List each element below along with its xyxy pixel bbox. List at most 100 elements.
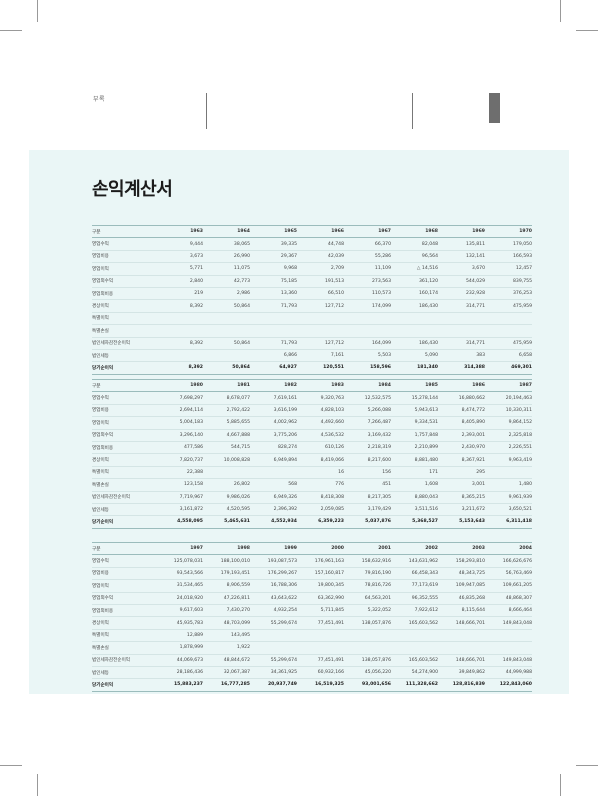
- table-cell: 5,943,613: [391, 404, 438, 418]
- column-header-year: 2003: [438, 541, 485, 556]
- table-cell: 55,299,674: [250, 616, 297, 630]
- table-cell: 55,299,674: [250, 654, 297, 667]
- table-cell: 4,520,595: [203, 503, 250, 517]
- table-cell: 48,844,672: [203, 654, 250, 667]
- table-cell: 2,840: [156, 275, 203, 288]
- table-cell: 8,906,559: [203, 579, 250, 593]
- row-label: 영업외비용: [92, 441, 156, 455]
- table-cell: 1,608: [391, 478, 438, 492]
- table-cell: 45,935,783: [156, 616, 203, 630]
- table-cell: 3,296,140: [156, 429, 203, 442]
- table-cell: 6,359,223: [297, 515, 344, 529]
- table-row: 영업비용 3,673 26,990 29,367 42,039 55,286 96,564 1…: [92, 250, 532, 264]
- table-cell: 188,100,010: [203, 554, 250, 568]
- table-cell: 295: [438, 466, 485, 480]
- table-header-row: 구분 1997 1998 1999 2000 2001 2002 2003 2004: [92, 541, 532, 556]
- table-row: 영업이익 5,004,183 5,885,655 4,002,962 4,492,660…: [92, 416, 532, 430]
- table-cell: 42,773: [203, 275, 250, 288]
- row-label: 영업외수익: [92, 429, 156, 442]
- table-cell: 31,534,465: [156, 579, 203, 593]
- table-cell: 610,126: [297, 441, 344, 455]
- table-row: 영업이익 5,771 11,075 9,968 2,709 11,109 △ 14,516 3…: [92, 262, 532, 276]
- table-cell: 54,274,900: [391, 666, 438, 680]
- table-cell: 3,169,432: [344, 429, 391, 442]
- table-cell: 78,816,726: [344, 579, 391, 593]
- table-row: 영업외비용 9,617,603 7,430,270 4,932,254 5,711,84…: [92, 604, 532, 618]
- table-cell: 48,343,725: [438, 567, 485, 581]
- crop-mark: [0, 30, 22, 31]
- row-label: 당기순이익: [92, 515, 156, 529]
- table-row: 법인세차감전순이익 44,069,673 48,844,672 55,299,674 7…: [92, 654, 532, 667]
- table-row: 경상이익 7,820,737 10,008,828 6,949,894 8,419,06…: [92, 453, 532, 467]
- table-cell: [391, 324, 438, 338]
- table-cell: 29,367: [250, 250, 297, 264]
- table-cell: 361,120: [391, 275, 438, 288]
- table-cell: 475,959: [485, 337, 532, 350]
- table-cell: 2,792,422: [203, 404, 250, 418]
- table-row: 특별손실 123,158 26,802 568 776 451 1,608 3,001 1,48…: [92, 478, 532, 492]
- table-row: 영업외수익 3,296,140 4,667,888 3,775,206 4,536,53…: [92, 429, 532, 442]
- table-cell: 132,141: [438, 250, 485, 264]
- table-cell: 148,666,701: [438, 616, 485, 630]
- table-cell: 39,335: [250, 237, 297, 251]
- table-cell: 34,361,925: [250, 666, 297, 680]
- table-cell: 15,278,144: [391, 391, 438, 405]
- table-cell: [156, 349, 203, 363]
- table-cell: 47,226,811: [203, 592, 250, 605]
- row-label: 법인세등: [92, 503, 156, 517]
- table-cell: 1,757,848: [391, 429, 438, 442]
- table-row: 당기순이익 15,883,237 16,777,285 20,937,749 16,51…: [92, 678, 532, 692]
- table-row: 영업이익 31,534,465 8,906,559 16,788,306 19,800,…: [92, 579, 532, 593]
- column-header-year: 1982: [250, 378, 297, 393]
- income-statement-table-1980-1987: 구분 1980 1981 1982 1983 1984 1985 1986 1987 영업수익 7,…: [92, 378, 532, 529]
- column-header-year: 1999: [250, 541, 297, 556]
- table-cell: 9,334,531: [391, 416, 438, 430]
- row-label: 영업수익: [92, 554, 156, 568]
- column-header-year: 1997: [156, 541, 203, 556]
- row-label: 법인세차감전순이익: [92, 337, 156, 350]
- table-cell: 56,763,469: [485, 567, 532, 581]
- table-cell: [203, 324, 250, 338]
- table-row: 특별이익 12,889 143,495: [92, 629, 532, 643]
- table-cell: 46,835,268: [438, 592, 485, 605]
- chapter-tab: [489, 93, 500, 123]
- table-cell: 9,963,419: [485, 453, 532, 467]
- table-cell: 2,709: [297, 262, 344, 276]
- table-cell: 156: [344, 466, 391, 480]
- table-cell: 12,532,575: [344, 391, 391, 405]
- row-label: 특별이익: [92, 312, 156, 326]
- table-cell: [438, 641, 485, 655]
- table-cell: 4,932,254: [250, 604, 297, 618]
- table-cell: 5,465,631: [203, 515, 250, 529]
- table-cell: 314,388: [438, 361, 485, 375]
- table-cell: 165,603,562: [391, 654, 438, 667]
- table-cell: 314,771: [438, 337, 485, 350]
- table-cell: 8,392: [156, 337, 203, 350]
- table-cell: 39,849,862: [438, 666, 485, 680]
- table-cell: 3,001: [438, 478, 485, 492]
- table-cell: 6,658: [485, 349, 532, 363]
- table-cell: [297, 312, 344, 326]
- table-cell: 50,864: [203, 337, 250, 350]
- table-cell: 71,793: [250, 299, 297, 313]
- table-cell: [297, 629, 344, 643]
- column-header-year: 1986: [438, 378, 485, 393]
- table-cell: 38,065: [203, 237, 250, 251]
- table-row: 영업수익 9,444 38,065 39,335 44,748 66,370 82,048 1…: [92, 237, 532, 251]
- table-cell: 3,650,521: [485, 503, 532, 517]
- table-cell: 77,451,491: [297, 616, 344, 630]
- table-cell: 5,004,183: [156, 416, 203, 430]
- table-cell: 63,362,990: [297, 592, 344, 605]
- table-row: 특별손실: [92, 324, 532, 338]
- column-header-year: 1967: [344, 224, 391, 239]
- table-cell: 16,880,662: [438, 391, 485, 405]
- table-cell: 6,866: [250, 349, 297, 363]
- table-cell: 5,711,845: [297, 604, 344, 618]
- column-header-year: 1970: [485, 224, 532, 239]
- column-header-year: 1998: [203, 541, 250, 556]
- table-cell: 7,619,161: [250, 391, 297, 405]
- table-cell: 2,210,899: [391, 441, 438, 455]
- table-cell: [485, 641, 532, 655]
- table-cell: 138,057,876: [344, 654, 391, 667]
- table-cell: 4,828,103: [297, 404, 344, 418]
